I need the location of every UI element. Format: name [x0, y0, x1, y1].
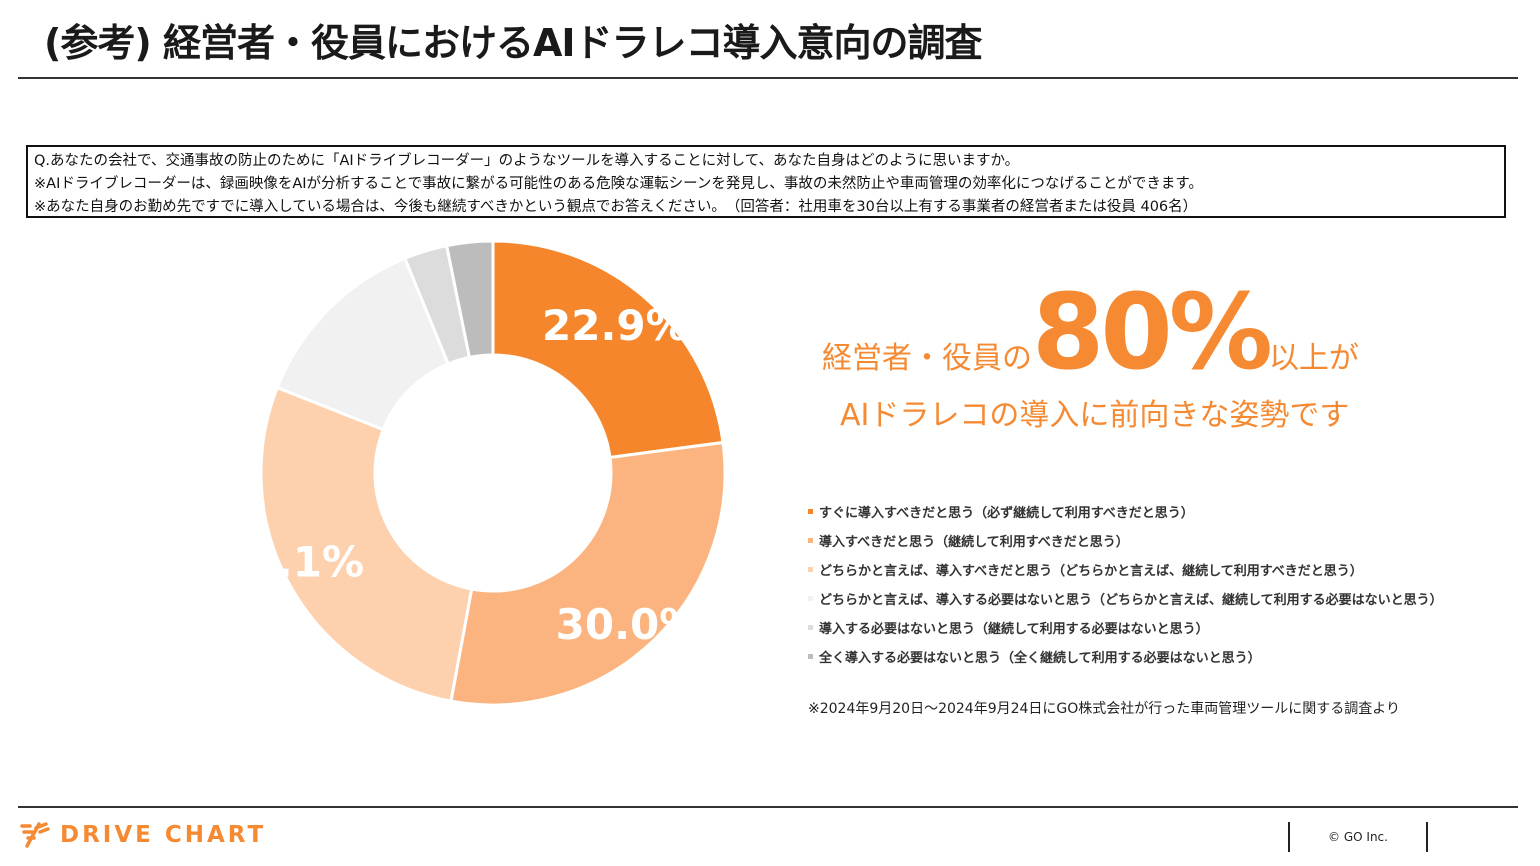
- legend-item: すぐに導入すべきだと思う（必ず継続して利用すべきだと思う）: [808, 497, 1443, 526]
- legend-item: 導入する必要はないと思う（継続して利用する必要はないと思う）: [808, 613, 1443, 642]
- question-text: Q.あなたの会社で、交通事故の防止のために「AIドライブレコーダー」のようなツー…: [34, 153, 1020, 169]
- title-divider: [18, 77, 1518, 79]
- chart-legend: すぐに導入すべきだと思う（必ず継続して利用すべきだと思う） 導入すべきだと思う（継…: [808, 497, 1443, 671]
- legend-label: すぐに導入すべきだと思う（必ず継続して利用すべきだと思う）: [819, 506, 1194, 521]
- data-label-2: 30.0%: [556, 600, 702, 649]
- legend-item: どちらかと言えば、導入する必要はないと思う（どちらかと言えば、継続して利用する必…: [808, 584, 1443, 613]
- footer-divider: [18, 806, 1518, 808]
- drive-chart-logo-icon: [20, 822, 50, 848]
- page-title: (参考) 経営者・役員におけるAIドラレコ導入意向の調査: [44, 21, 983, 65]
- legend-swatch: [808, 625, 813, 630]
- legend-item: どちらかと言えば、導入すべきだと思う（どちらかと言えば、継続して利用すべきだと思…: [808, 555, 1443, 584]
- data-label-3: 28.1%: [240, 538, 364, 587]
- headline-prefix: 経営者・役員の: [822, 341, 1032, 376]
- brand-name: DRIVE CHART: [60, 822, 267, 848]
- donut-slice-1: [491, 239, 725, 460]
- legend-item: 全く導入する必要はないと思う（全く継続して利用する必要はないと思う）: [808, 642, 1443, 671]
- legend-swatch: [808, 596, 813, 601]
- legend-label: 導入する必要はないと思う（継続して利用する必要はないと思う）: [819, 622, 1209, 637]
- copyright: © GO Inc.: [1288, 822, 1428, 852]
- legend-label: どちらかと言えば、導入する必要はないと思う（どちらかと言えば、継続して利用する必…: [819, 593, 1443, 608]
- headline: 経営者・役員の80%以上が: [822, 280, 1359, 384]
- donut-chart: 22.9% 30.0% 28.1%: [240, 239, 727, 707]
- legend-swatch: [808, 567, 813, 572]
- legend-label: 導入すべきだと思う（継続して利用すべきだと思う）: [819, 535, 1129, 550]
- legend-swatch: [808, 509, 813, 514]
- legend-label: 全く導入する必要はないと思う（全く継続して利用する必要はないと思う）: [819, 651, 1261, 666]
- question-note-respondents: ※あなた自身のお勤め先ですでに導入している場合は、今後も継続すべきかという観点で…: [34, 199, 1198, 215]
- donut-slice-3: [259, 385, 474, 703]
- donut-slice-2: [449, 440, 727, 707]
- legend-swatch: [808, 538, 813, 543]
- headline-subtext: AIドラレコの導入に前向きな姿勢です: [840, 398, 1350, 433]
- headline-suffix: 以上が: [1268, 341, 1359, 376]
- donut-slice-6: [444, 239, 495, 360]
- brand-logo: DRIVE CHART: [18, 820, 266, 850]
- legend-item: 導入すべきだと思う（継続して利用すべきだと思う）: [808, 526, 1443, 555]
- question-note: ※AIドライブレコーダーは、録画映像をAIが分析することで事故に繋がる可能性のあ…: [34, 176, 1203, 192]
- source-note: ※2024年9月20日〜2024年9月24日にGO株式会社が行った車両管理ツール…: [808, 701, 1401, 717]
- legend-label: どちらかと言えば、導入すべきだと思う（どちらかと言えば、継続して利用すべきだと思…: [819, 564, 1363, 579]
- headline-percentage: 80%: [1032, 271, 1273, 393]
- legend-swatch: [808, 654, 813, 659]
- data-label-1: 22.9%: [542, 301, 688, 350]
- question-box: Q.あなたの会社で、交通事故の防止のために「AIドライブレコーダー」のようなツー…: [26, 145, 1506, 218]
